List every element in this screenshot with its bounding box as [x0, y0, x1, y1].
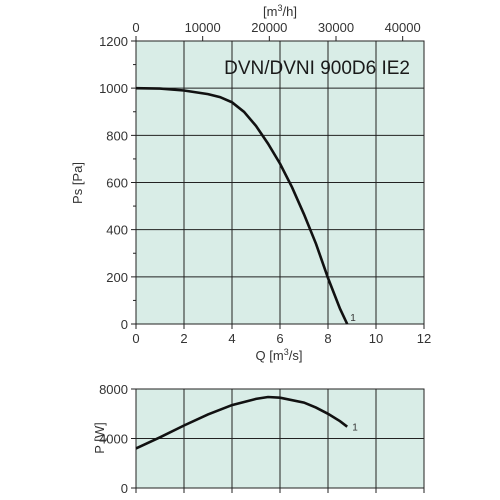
- power-curve: [135, 395, 348, 450]
- power-tick-labels: 0 4000 8000: [99, 382, 128, 496]
- static-pressure-axis-title: Ps [Pa]: [70, 162, 85, 204]
- airflow-m3h-tick-label: 40000: [385, 20, 421, 35]
- airflow-m3s-tick-label: 10: [369, 331, 383, 346]
- pressure-tick-label: 1000: [99, 81, 128, 96]
- pressure-grid: [131, 40, 425, 329]
- pressure-curve: [135, 86, 349, 325]
- power-axis-title: P [W]: [92, 422, 107, 454]
- power-curve-label: 1: [352, 423, 358, 434]
- pressure-tick-label: 800: [106, 128, 128, 143]
- airflow-m3h-axis-title: [m3/h]: [263, 3, 297, 19]
- airflow-m3s-tick-label: 12: [417, 331, 431, 346]
- power-tick-label: 0: [121, 481, 128, 496]
- pressure-chart-title: DVN/DVNI 900D6 IE2: [224, 58, 410, 79]
- airflow-m3s-tick-label: 2: [180, 331, 187, 346]
- airflow-m3s-tick-label: 4: [228, 331, 235, 346]
- airflow-m3h-tick-label: 30000: [318, 20, 354, 35]
- pressure-tick-label: 0: [121, 317, 128, 332]
- power-tick-label: 4000: [99, 432, 128, 447]
- pressure-curve-label: 1: [350, 313, 356, 324]
- pressure-tick-label: 600: [106, 176, 128, 191]
- airflow-m3h-tick-label: 20000: [251, 20, 287, 35]
- pressure-tick-label: 200: [106, 270, 128, 285]
- airflow-m3s-tick-label: 8: [324, 331, 331, 346]
- power-tick-label: 8000: [99, 382, 128, 397]
- pressure-tick-labels: 0 2 4 6 8 10 12 0 200 400 600 800 1000 1200: [99, 34, 431, 346]
- airflow-m3s-tick-label: 0: [132, 331, 139, 346]
- airflow-m3s-tick-label: 6: [276, 331, 283, 346]
- airflow-m3h-tick-label: 10000: [185, 20, 221, 35]
- pressure-chart: 0 2 4 6 8 10 12 0 200 400 600 800 1000 1200 0 10000 200…: [70, 3, 431, 363]
- power-chart: 0 4000 8000 P [W] 1: [92, 382, 425, 496]
- pressure-tick-label: 400: [106, 223, 128, 238]
- airflow-m3h-tick-labels: 0 10000 20000 30000 40000: [132, 20, 420, 35]
- pressure-minor-ticks: [133, 36, 404, 301]
- airflow-m3h-tick-label: 0: [132, 20, 139, 35]
- airflow-m3s-axis-title: Q [m3/s]: [256, 347, 303, 363]
- pressure-tick-label: 1200: [99, 34, 128, 49]
